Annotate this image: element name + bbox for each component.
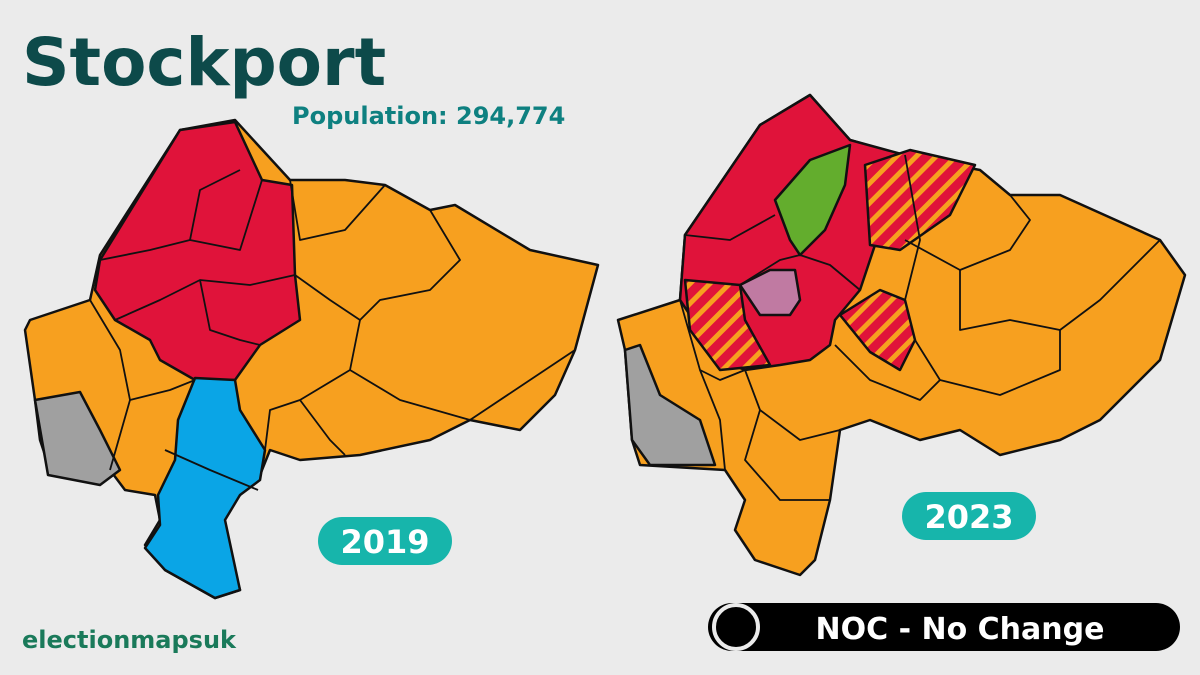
ward-borders xyxy=(834,344,941,401)
region-blue xyxy=(143,376,267,600)
ward-borders xyxy=(164,449,259,491)
year-badge xyxy=(318,517,452,565)
ward-borders xyxy=(349,349,576,421)
region-green xyxy=(773,143,852,257)
result-text: NOC - No Change xyxy=(816,612,1105,647)
ward-borders xyxy=(744,369,841,441)
ward-borders xyxy=(679,299,746,381)
ward-borders xyxy=(959,239,1161,331)
year-badge xyxy=(902,492,1036,540)
ward-borders xyxy=(684,214,776,241)
result-swatch xyxy=(712,603,760,651)
ward-borders xyxy=(904,194,1031,271)
region-pink xyxy=(738,268,802,317)
map-2023 xyxy=(616,93,1187,577)
ward-borders xyxy=(294,209,461,321)
ward-borders xyxy=(914,330,1061,396)
credit: electionmapsuk xyxy=(22,626,237,654)
ward-borders xyxy=(89,299,131,471)
ward-borders xyxy=(289,179,386,241)
year-label: 2019 xyxy=(340,523,429,561)
ward-borders xyxy=(904,154,921,301)
ward-borders xyxy=(699,369,726,471)
region-grey xyxy=(33,390,122,487)
subtitle: Population: 294,774 xyxy=(292,102,565,130)
map-2019 xyxy=(23,118,600,600)
year-label: 2023 xyxy=(924,498,1013,536)
ward-borders xyxy=(739,254,861,291)
ward-borders xyxy=(129,379,196,401)
ward-borders xyxy=(189,169,241,241)
ward-borders xyxy=(744,409,830,501)
region-hatched xyxy=(863,148,977,252)
result-banner xyxy=(708,603,1180,651)
ward-borders xyxy=(199,279,261,346)
ward-borders xyxy=(299,399,346,456)
title: Stockport xyxy=(22,24,386,101)
region-grey xyxy=(623,343,717,467)
